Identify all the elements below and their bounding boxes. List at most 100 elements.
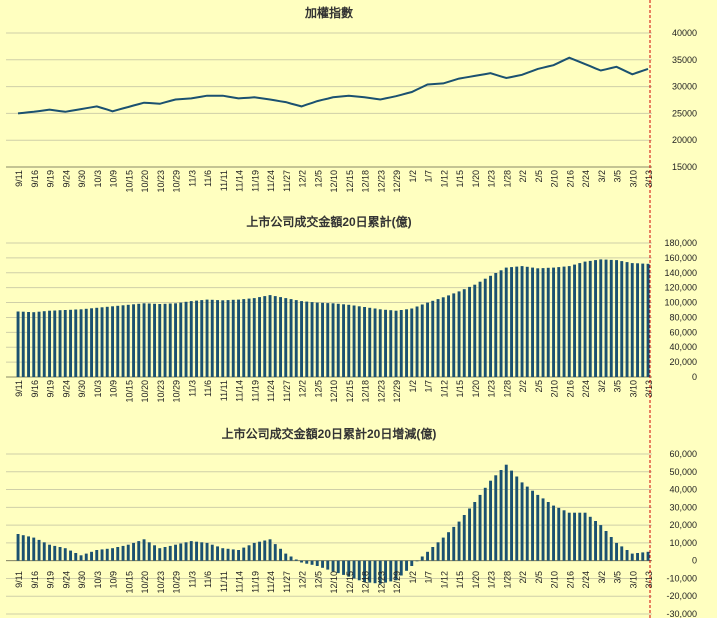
change-bar (158, 548, 162, 561)
change-bar (210, 544, 214, 561)
volume-xtick-label: 2/16 (565, 380, 575, 398)
change-xtick-label: 10/20 (140, 571, 150, 594)
index-xtick-label: 11/19 (250, 170, 260, 192)
change-bar (384, 560, 387, 583)
change-bar (420, 556, 424, 561)
volume-bar (609, 259, 613, 377)
volume-bar (142, 303, 146, 377)
change-bar (331, 560, 335, 572)
volume-ytick-label: 20,000 (669, 357, 697, 367)
change-bar (195, 541, 198, 561)
index-xtick-label: 12/5 (313, 170, 323, 188)
change-bar (32, 537, 36, 561)
index-xtick-label: 10/20 (140, 170, 150, 193)
change-bar (373, 560, 377, 584)
change-xtick-label: 1/15 (455, 571, 465, 589)
change-xtick-label: 10/29 (172, 571, 182, 594)
volume-bar (546, 267, 550, 377)
change-bar (604, 531, 608, 561)
change-xtick-label: 9/16 (30, 571, 40, 589)
change-bar (347, 560, 351, 577)
volume-bar (158, 304, 162, 377)
change-bar (504, 464, 508, 561)
volume-xtick-label: 12/5 (313, 380, 323, 398)
volume-bar (284, 298, 288, 377)
change-bar (625, 550, 629, 561)
volume-bar (74, 309, 78, 377)
volume-bar (525, 266, 529, 377)
change-xtick-label: 1/20 (471, 571, 481, 589)
index-xtick-label: 3/5 (613, 170, 623, 183)
volume-bar (378, 309, 382, 377)
volume-bar (258, 297, 261, 377)
change-bar (531, 490, 534, 561)
index-xtick-label: 3/10 (628, 170, 638, 188)
volume-bar (111, 306, 114, 377)
change-bar (237, 550, 240, 561)
volume-bar (16, 311, 20, 377)
change-xtick-label: 3/2 (597, 571, 607, 584)
change-bar (258, 541, 261, 561)
volume-bar (79, 309, 83, 377)
change-xtick-label: 2/24 (581, 571, 591, 589)
index-xtick-label: 2/5 (534, 170, 544, 183)
index-xtick-label: 11/11 (219, 170, 229, 191)
change-ytick-label: -30,000 (666, 609, 697, 618)
volume-ytick-label: 140,000 (664, 268, 697, 278)
change-xtick-label: 2/10 (550, 571, 560, 589)
volume-bar (300, 301, 303, 377)
volume-bar (625, 262, 629, 377)
index-xtick-label: 12/23 (376, 170, 386, 193)
volume-bar (116, 305, 120, 377)
change-bar (142, 539, 146, 561)
volume-bar (536, 268, 540, 377)
volume-xtick-label: 10/23 (156, 380, 166, 403)
change-bar (620, 546, 624, 561)
volume-bar (473, 284, 477, 377)
volume-xtick-label: 11/14 (235, 380, 245, 402)
volume-bar (195, 300, 198, 377)
change-ytick-label: 40,000 (669, 485, 697, 495)
change-xtick-label: 11/6 (203, 571, 213, 588)
volume-bar (431, 300, 435, 377)
index-xtick-label: 11/27 (282, 170, 292, 192)
change-xtick-label: 3/5 (613, 571, 623, 584)
change-bar (473, 502, 477, 561)
volume-bar (499, 270, 503, 377)
index-xtick-label: 3/13 (644, 170, 654, 188)
index-xtick-label: 1/20 (471, 170, 481, 188)
change-bar (494, 475, 498, 561)
change-ytick-label: 0 (692, 556, 697, 566)
change-bar (363, 560, 366, 582)
volume-bar (636, 263, 639, 377)
change-bar (231, 549, 235, 561)
index-xtick-label: 2/16 (565, 170, 575, 188)
volume-bar (336, 303, 340, 377)
volume-bar (226, 300, 230, 377)
volume-xtick-label: 9/30 (77, 380, 87, 398)
change-bar (95, 550, 99, 561)
change-xtick-label: 9/19 (46, 571, 56, 589)
index-xtick-label: 1/28 (502, 170, 512, 188)
volume-bar (105, 306, 109, 377)
volume-bar (420, 304, 424, 377)
volume-bar (63, 310, 67, 377)
index-ytick-label: 35000 (672, 55, 697, 65)
index-ytick-label: 30000 (672, 82, 697, 92)
change-xtick-label: 11/3 (187, 571, 197, 588)
change-bar (615, 542, 618, 561)
volume-bar (53, 310, 57, 377)
index-xtick-label: 1/7 (424, 170, 434, 183)
change-xtick-label: 10/9 (109, 571, 119, 589)
change-bar (573, 512, 576, 561)
volume-bar (452, 293, 456, 377)
change-xtick-label: 1/23 (487, 571, 497, 589)
volume-ytick-label: 40,000 (669, 342, 697, 352)
change-xtick-label: 1/7 (424, 571, 434, 584)
volume-bar (347, 304, 351, 377)
volume-title: 上市公司成交金額20日累計(億) (246, 214, 411, 229)
change-bar (489, 480, 492, 561)
change-bar (37, 539, 41, 561)
change-ytick-label: 10,000 (669, 538, 697, 548)
